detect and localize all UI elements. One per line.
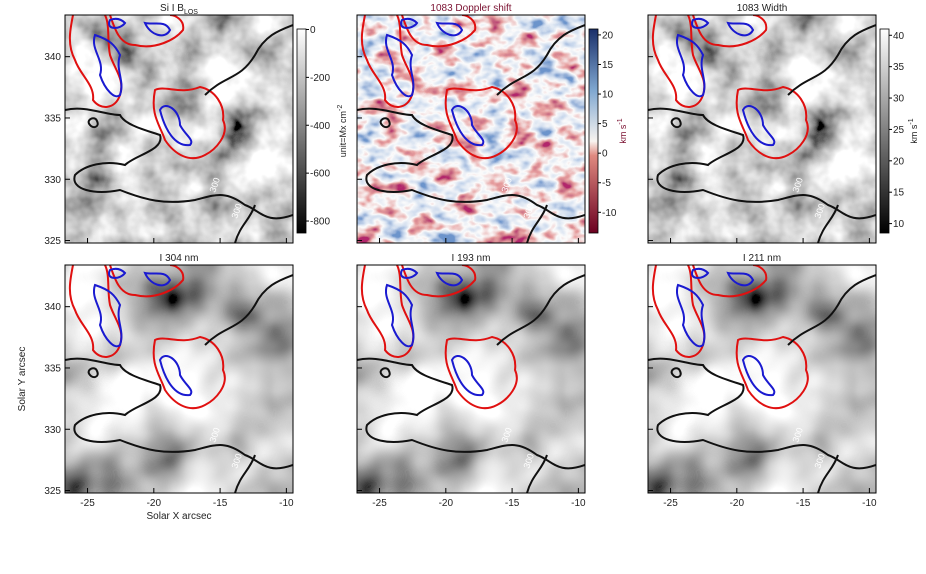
image-area: 300 300 bbox=[65, 15, 293, 243]
panel-title-subscript: LOS bbox=[184, 9, 198, 16]
x-tick-label: -20 bbox=[730, 498, 745, 509]
contour-label: 300 bbox=[499, 176, 514, 194]
x-tick-label: -25 bbox=[372, 498, 387, 509]
image-area: 300 300 bbox=[357, 15, 585, 243]
colorbar bbox=[588, 28, 599, 234]
x-tick-label: -10 bbox=[279, 498, 294, 509]
contour-label: 300 bbox=[812, 202, 827, 220]
x-axis-label: Solar X arcsec bbox=[146, 511, 211, 522]
axes-frame bbox=[647, 14, 877, 244]
axes-frame bbox=[356, 14, 586, 244]
y-tick-label: 335 bbox=[44, 113, 61, 124]
panel-title: I 304 nm bbox=[160, 253, 199, 264]
colorbar-label: unit=Mx cm-2 bbox=[337, 105, 348, 158]
axes-frame bbox=[647, 264, 877, 494]
contour-label: 300 bbox=[499, 426, 514, 444]
colorbar-tick-label: 25 bbox=[893, 125, 905, 136]
axes-frame bbox=[64, 14, 294, 244]
colorbar-tick-label: 35 bbox=[893, 62, 905, 73]
contour-label: 300 bbox=[790, 176, 805, 194]
colorbar-tick-label: 0 bbox=[602, 149, 608, 160]
y-tick-label: 330 bbox=[44, 175, 61, 186]
colorbar-tick-label: 30 bbox=[893, 94, 905, 105]
y-tick-label: 330 bbox=[44, 425, 61, 436]
panel: 300 300 Si I BLOS 325 330 335 340 0 -200 -400 -600… bbox=[44, 3, 348, 247]
colorbar-label-superscript: -1 bbox=[617, 118, 624, 124]
contour-label: 300 bbox=[790, 426, 805, 444]
y-axis-label: Solar Y arcsec bbox=[17, 347, 28, 412]
colorbar-tick-label: 20 bbox=[602, 30, 614, 41]
colorbar-tick-label: -200 bbox=[310, 73, 330, 84]
axes-frame bbox=[356, 264, 586, 494]
panel-title: I 193 nm bbox=[452, 253, 491, 264]
x-tick-label: -20 bbox=[439, 498, 454, 509]
colorbar-label-superscript: -1 bbox=[908, 118, 915, 124]
colorbar-tick-label: 20 bbox=[893, 156, 905, 167]
colorbar-tick-label: 5 bbox=[602, 119, 608, 130]
colorbar-tick-label: 10 bbox=[602, 90, 614, 101]
y-tick-label: 325 bbox=[44, 236, 61, 247]
x-tick-label: -10 bbox=[862, 498, 877, 509]
colorbar-label: km s-1 bbox=[908, 118, 919, 143]
y-tick-label: 335 bbox=[44, 363, 61, 374]
image-area: 300 300 bbox=[357, 265, 585, 493]
colorbar-tick-label: 40 bbox=[893, 31, 905, 42]
contour-label: 300 bbox=[812, 452, 827, 470]
x-tick-label: -15 bbox=[213, 498, 228, 509]
contour-label: 300 bbox=[229, 202, 244, 220]
contour-label: 300 bbox=[207, 426, 222, 444]
contour-label: 300 bbox=[229, 452, 244, 470]
panel: 300 300 I 211 nm -25 -20 -15 -10 bbox=[647, 253, 877, 509]
contour-label: 300 bbox=[521, 202, 536, 220]
colorbar-tick-label: -5 bbox=[602, 178, 611, 189]
colorbar-tick-label: -10 bbox=[602, 208, 617, 219]
colorbar bbox=[296, 28, 307, 234]
x-tick-label: -15 bbox=[796, 498, 811, 509]
panel: 300 300 I 193 nm -25 -20 -15 -10 bbox=[356, 253, 586, 509]
colorbar-label-superscript: -2 bbox=[337, 105, 344, 111]
image-area: 300 300 bbox=[648, 15, 876, 243]
image-area: 300 300 bbox=[65, 265, 293, 493]
colorbar-tick-label: 0 bbox=[310, 25, 316, 36]
panel-title: 1083 Doppler shift bbox=[430, 3, 511, 14]
colorbar-tick-label: -400 bbox=[310, 121, 330, 132]
panel: 300 300 1083 Width 40 35 30 25 20 15 10 km s-1 bbox=[647, 3, 919, 244]
colorbar-tick-label: -800 bbox=[310, 217, 330, 228]
x-tick-label: -25 bbox=[663, 498, 678, 509]
colorbar-label: km s-1 bbox=[617, 118, 628, 143]
x-tick-label: -25 bbox=[80, 498, 95, 509]
colorbar-tick-label: 15 bbox=[602, 60, 614, 71]
y-tick-label: 325 bbox=[44, 486, 61, 497]
x-tick-label: -15 bbox=[505, 498, 520, 509]
x-tick-label: -20 bbox=[147, 498, 162, 509]
panel: 300 300 1083 Doppler shift 20 15 10 5 0 -5 -10 km … bbox=[356, 3, 628, 244]
x-tick-label: -10 bbox=[571, 498, 586, 509]
colorbar bbox=[879, 28, 890, 234]
panel-title: 1083 Width bbox=[737, 3, 788, 14]
contour-label: 300 bbox=[521, 452, 536, 470]
panel-title: I 211 nm bbox=[743, 253, 781, 264]
contour-label: 300 bbox=[207, 176, 222, 194]
panel: 300 300 I 304 nm -25 -20 -15 -10 325 330 335 340 So… bbox=[17, 253, 294, 522]
colorbar-tick-label: 10 bbox=[893, 219, 905, 230]
y-tick-label: 340 bbox=[44, 52, 61, 63]
colorbar-tick-label: 15 bbox=[893, 188, 905, 199]
y-tick-label: 340 bbox=[44, 302, 61, 313]
image-area: 300 300 bbox=[648, 265, 876, 493]
panel-title: Si I BLOS bbox=[160, 3, 198, 16]
axes-frame bbox=[64, 264, 294, 494]
colorbar-tick-label: -600 bbox=[310, 169, 330, 180]
